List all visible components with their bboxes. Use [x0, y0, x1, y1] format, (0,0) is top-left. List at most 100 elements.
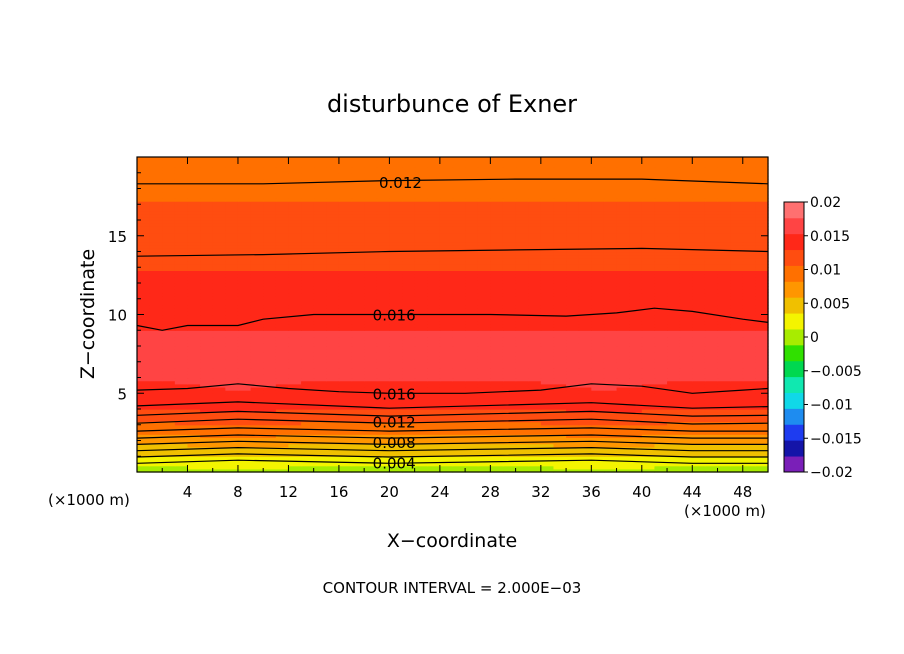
- field-cell: [591, 223, 605, 227]
- field-cell: [452, 270, 466, 275]
- field-cell: [591, 213, 605, 218]
- field-cell: [237, 446, 252, 451]
- field-cell: [477, 402, 491, 407]
- field-cell: [338, 386, 353, 391]
- field-cell: [629, 449, 643, 454]
- field-cell: [402, 245, 416, 249]
- field-cell: [742, 245, 756, 249]
- field-cell: [439, 402, 454, 407]
- field-cell: [692, 166, 706, 171]
- field-cell: [616, 393, 630, 397]
- field-cell: [742, 330, 756, 334]
- field-cell: [578, 242, 592, 246]
- field-cell: [730, 349, 744, 353]
- field-cell: [288, 235, 302, 240]
- field-cell: [364, 402, 378, 407]
- field-cell: [717, 336, 731, 341]
- field-cell: [162, 191, 176, 196]
- field-cell: [755, 260, 769, 265]
- field-cell: [174, 358, 189, 363]
- field-cell: [629, 286, 643, 290]
- field-cell: [452, 405, 466, 410]
- field-cell: [301, 462, 315, 467]
- field-cell: [553, 468, 567, 473]
- field-cell: [742, 213, 756, 218]
- field-cell: [528, 364, 542, 369]
- field-cell: [452, 182, 466, 186]
- field-cell: [616, 260, 630, 265]
- field-cell: [351, 453, 365, 457]
- field-cell: [465, 264, 479, 268]
- field-cell: [502, 216, 517, 221]
- field-cell: [326, 257, 340, 262]
- field-cell: [351, 301, 365, 306]
- field-cell: [553, 368, 567, 372]
- field-cell: [629, 254, 643, 259]
- field-cell: [755, 264, 769, 268]
- field-cell: [376, 346, 390, 350]
- field-cell: [237, 235, 252, 240]
- field-cell: [616, 390, 630, 394]
- field-cell: [742, 377, 756, 382]
- field-cell: [200, 437, 214, 442]
- field-cell: [742, 355, 756, 360]
- field-cell: [502, 437, 517, 442]
- field-cell: [275, 273, 290, 278]
- field-cell: [200, 327, 214, 331]
- field-cell: [427, 440, 441, 445]
- field-cell: [275, 380, 290, 385]
- field-cell: [465, 421, 479, 426]
- field-cell: [717, 371, 731, 375]
- field-cell: [742, 339, 756, 344]
- field-cell: [490, 166, 504, 171]
- field-cell: [641, 295, 656, 300]
- field-cell: [149, 396, 163, 401]
- field-cell: [187, 437, 201, 442]
- field-cell: [742, 327, 756, 331]
- field-cell: [603, 380, 618, 385]
- field-cell: [414, 242, 428, 246]
- field-cell: [692, 424, 706, 429]
- field-cell: [200, 377, 214, 382]
- field-cell: [402, 346, 416, 350]
- field-cell: [414, 311, 428, 316]
- field-cell: [326, 399, 340, 404]
- field-cell: [641, 383, 656, 388]
- field-cell: [603, 421, 618, 426]
- field-cell: [338, 273, 353, 278]
- field-cell: [414, 327, 428, 331]
- field-cell: [338, 251, 353, 256]
- field-cell: [376, 223, 390, 227]
- field-cell: [212, 276, 226, 281]
- field-cell: [755, 440, 769, 445]
- field-cell: [402, 418, 416, 423]
- field-cell: [679, 409, 693, 413]
- field-cell: [200, 242, 214, 246]
- field-cell: [578, 462, 592, 467]
- field-cell: [477, 415, 491, 420]
- field-cell: [212, 238, 226, 243]
- field-cell: [654, 242, 668, 246]
- field-cell: [528, 308, 542, 312]
- field-cell: [137, 396, 151, 401]
- field-cell: [149, 257, 163, 262]
- field-cell: [578, 421, 592, 426]
- field-cell: [578, 336, 592, 341]
- field-cell: [528, 270, 542, 275]
- field-cell: [528, 301, 542, 306]
- field-cell: [364, 393, 378, 397]
- field-cell: [402, 305, 416, 309]
- field-cell: [402, 188, 416, 193]
- field-cell: [427, 314, 441, 319]
- field-cell: [528, 377, 542, 382]
- field-cell: [566, 415, 580, 420]
- field-cell: [603, 276, 618, 281]
- field-cell: [465, 386, 479, 391]
- field-cell: [162, 317, 176, 322]
- field-cell: [288, 465, 302, 470]
- field-cell: [351, 459, 365, 464]
- field-cell: [376, 194, 390, 199]
- field-cell: [149, 352, 163, 357]
- field-cell: [629, 390, 643, 394]
- field-cell: [654, 289, 668, 294]
